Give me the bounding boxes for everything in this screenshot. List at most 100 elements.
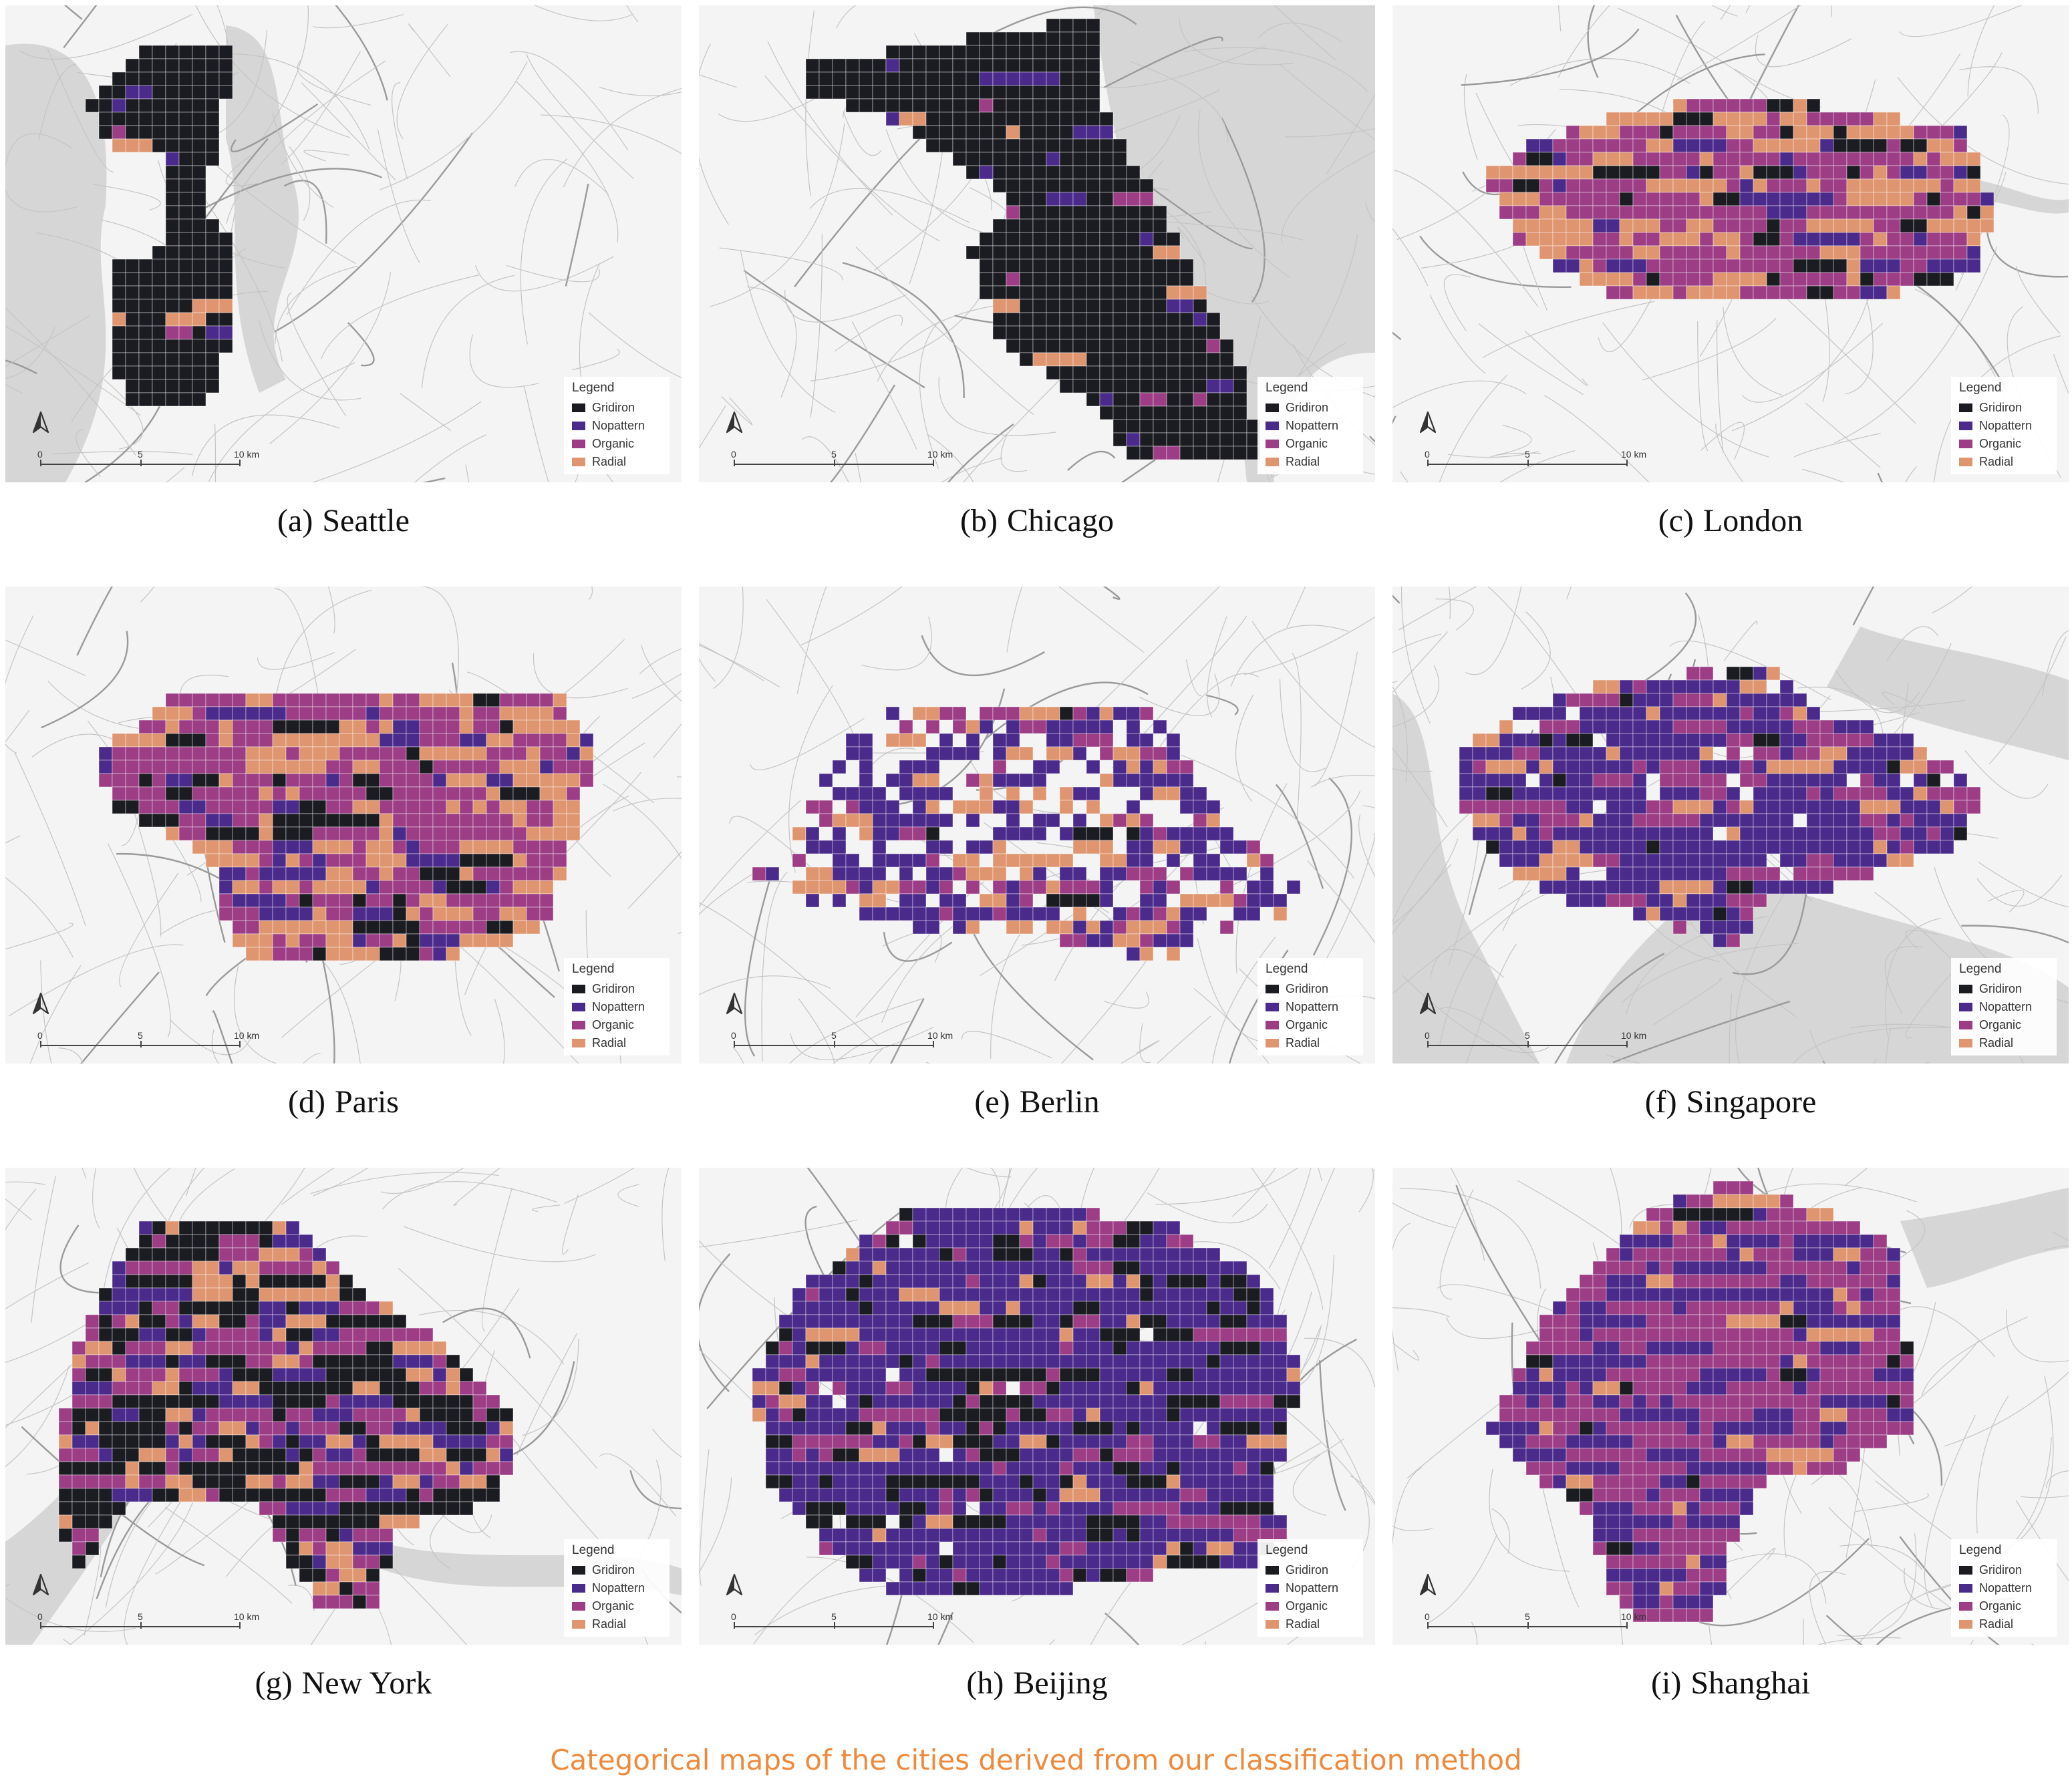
grid-cell xyxy=(1166,1221,1181,1235)
grid-cell xyxy=(245,786,260,801)
grid-cell xyxy=(165,1234,180,1249)
grid-cell xyxy=(1113,152,1127,166)
grid-cell xyxy=(1833,786,1847,801)
grid-cell xyxy=(1006,232,1020,247)
grid-cell xyxy=(1886,259,1901,273)
grid-cell xyxy=(1019,1488,1034,1502)
grid-cell xyxy=(1659,880,1674,895)
grid-cell xyxy=(1059,205,1074,220)
grid-cell xyxy=(325,866,340,881)
grid-cell xyxy=(459,760,474,774)
grid-cell xyxy=(1260,1327,1274,1342)
grid-cell xyxy=(1699,165,1714,180)
grid-cell xyxy=(1153,719,1167,734)
grid-cell xyxy=(805,85,820,100)
grid-cell xyxy=(1166,1381,1181,1396)
grid-cell xyxy=(152,285,166,300)
grid-cell xyxy=(1219,1287,1234,1302)
grid-cell xyxy=(1166,1421,1181,1436)
grid-cell xyxy=(1032,178,1047,193)
grid-cell xyxy=(1793,152,1807,166)
grid-cell xyxy=(1672,733,1687,748)
grid-cell xyxy=(1072,285,1087,300)
grid-cell xyxy=(205,1448,220,1462)
grid-cell xyxy=(845,1501,860,1516)
grid-cell xyxy=(178,1354,193,1369)
grid-cell xyxy=(1940,786,1954,801)
grid-cell xyxy=(832,71,847,86)
grid-cell xyxy=(165,1287,180,1302)
grid-cell xyxy=(1726,933,1741,948)
grid-cell xyxy=(352,1514,367,1529)
grid-cell xyxy=(939,1287,953,1302)
legend-item-nopattern: Nopattern xyxy=(1959,999,2032,1015)
grid-cell xyxy=(1179,446,1194,460)
grid-cell xyxy=(1953,192,1968,206)
grid-cell xyxy=(1113,1301,1127,1315)
road-line xyxy=(1358,814,1375,878)
grid-cell xyxy=(1699,112,1714,126)
grid-cell xyxy=(1886,840,1901,854)
grid-cell xyxy=(1059,1314,1074,1329)
grid-cell xyxy=(966,800,980,814)
grid-cell xyxy=(205,706,220,721)
caption-city: Singapore xyxy=(1686,1084,1817,1120)
grid-cell xyxy=(1046,125,1060,140)
grid-cell xyxy=(1072,178,1087,193)
grid-cell xyxy=(152,746,166,761)
grid-cell xyxy=(365,786,380,801)
grid-cell xyxy=(952,1434,967,1449)
grid-cell xyxy=(98,1488,113,1502)
grid-cell xyxy=(1632,800,1647,814)
legend-label: Gridiron xyxy=(592,1563,635,1577)
grid-cell xyxy=(285,1488,300,1502)
grid-cell xyxy=(1273,1434,1288,1449)
grid-cell xyxy=(1059,299,1074,313)
grid-cell xyxy=(845,1354,860,1369)
grid-cell xyxy=(432,947,447,961)
grid-cell xyxy=(1753,245,1767,260)
grid-cell xyxy=(1699,920,1714,935)
grid-cell xyxy=(966,1367,980,1382)
grid-cell xyxy=(352,853,367,868)
grid-cell xyxy=(1566,218,1580,233)
grid-cell xyxy=(1659,786,1674,801)
grid-cell xyxy=(499,1408,514,1422)
grid-cell xyxy=(165,98,180,113)
grid-cell xyxy=(1726,679,1741,694)
grid-cell xyxy=(165,1394,180,1409)
grid-cell xyxy=(205,1261,220,1275)
grid-cell xyxy=(205,299,220,313)
grid-cell xyxy=(952,1474,967,1489)
grid-cell xyxy=(952,746,967,761)
grid-cell xyxy=(1686,679,1700,694)
grid-cell xyxy=(885,733,900,748)
grid-cell xyxy=(1153,432,1167,447)
road-line xyxy=(442,1307,531,1359)
grid-cell xyxy=(1046,1488,1060,1502)
road-line xyxy=(1711,5,1738,17)
grid-cell xyxy=(1766,152,1781,166)
grid-cell xyxy=(1193,299,1207,313)
grid-cell xyxy=(245,1261,260,1275)
grid-cell xyxy=(1032,259,1047,273)
grid-cell xyxy=(1753,125,1767,140)
road-line xyxy=(1443,274,1471,331)
grid-cell xyxy=(299,1514,313,1529)
grid-cell xyxy=(1153,365,1167,380)
road-line xyxy=(58,1047,84,1064)
grid-cell xyxy=(952,58,967,73)
grid-cell xyxy=(419,1367,434,1382)
grid-cell xyxy=(1766,840,1781,854)
grid-cell xyxy=(925,1461,940,1476)
grid-cell xyxy=(1699,733,1714,748)
grid-cell xyxy=(1819,733,1834,748)
grid-cell xyxy=(1099,773,1114,788)
grid-cell xyxy=(966,1394,980,1409)
grid-cell xyxy=(1006,272,1020,287)
grid-cell xyxy=(1019,866,1034,881)
grid-cell xyxy=(138,773,153,788)
grid-cell xyxy=(1713,706,1727,721)
grid-cell xyxy=(486,920,500,935)
grid-cell xyxy=(992,760,1007,774)
